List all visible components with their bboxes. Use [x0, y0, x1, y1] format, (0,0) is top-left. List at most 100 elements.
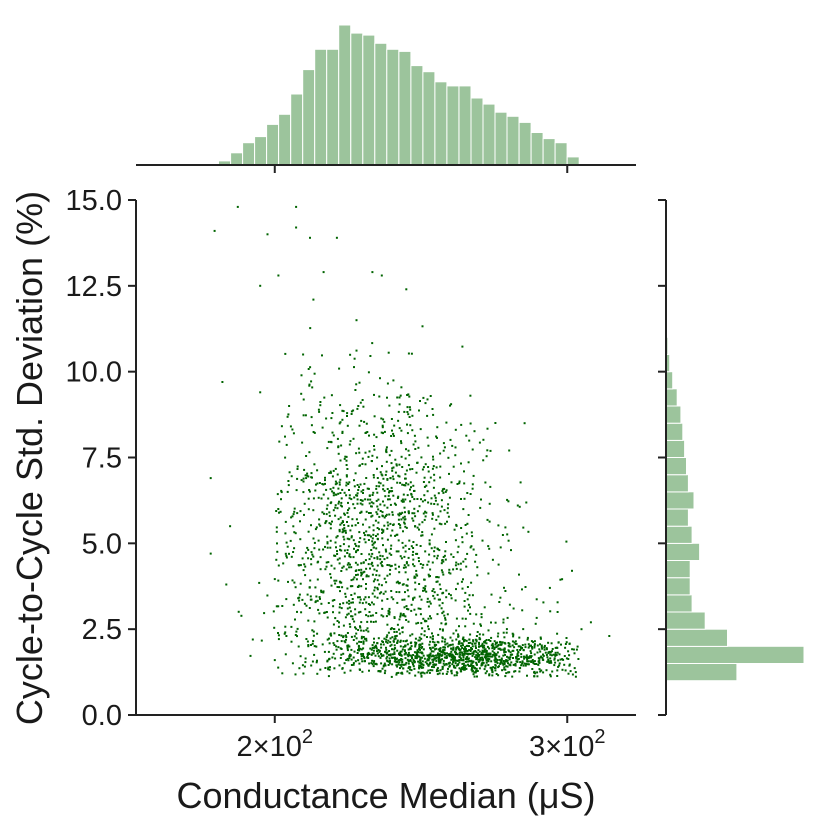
- scatter-point: [478, 650, 481, 653]
- scatter-point: [371, 552, 374, 555]
- scatter-point: [524, 664, 527, 667]
- scatter-point: [349, 610, 352, 613]
- x-ticks: 2×102 3×102: [237, 715, 605, 763]
- scatter-point: [476, 574, 479, 577]
- scatter-point: [394, 647, 397, 650]
- scatter-point: [390, 675, 393, 678]
- scatter-point: [388, 498, 391, 501]
- scatter-point: [410, 641, 413, 644]
- scatter-point: [395, 664, 398, 667]
- scatter-point: [341, 566, 344, 569]
- scatter-point: [383, 489, 386, 492]
- scatter-point: [455, 664, 458, 667]
- scatter-point: [406, 578, 409, 581]
- scatter-point: [331, 475, 334, 478]
- scatter-point: [565, 657, 568, 660]
- scatter-point: [328, 472, 331, 474]
- scatter-point: [543, 646, 546, 649]
- scatter-point: [382, 592, 385, 595]
- scatter-point: [352, 663, 355, 666]
- scatter-point: [443, 664, 446, 667]
- scatter-point: [323, 512, 325, 515]
- scatter-point: [424, 510, 427, 513]
- scatter-point: [421, 652, 424, 655]
- scatter-point: [518, 636, 521, 639]
- scatter-point: [423, 589, 426, 592]
- scatter-point: [530, 655, 533, 658]
- scatter-point: [378, 528, 381, 531]
- scatter-point: [487, 545, 490, 548]
- scatter-point: [512, 633, 515, 636]
- scatter-point: [309, 327, 312, 330]
- scatter-point: [277, 638, 280, 641]
- right-hist-bar: [665, 457, 687, 476]
- scatter-point: [302, 569, 305, 572]
- scatter-point: [303, 502, 306, 505]
- scatter-point: [404, 525, 407, 528]
- top-marginal-histogram: [218, 24, 580, 166]
- scatter-point: [413, 565, 416, 568]
- scatter-point: [427, 444, 430, 447]
- scatter-point: [364, 498, 367, 501]
- scatter-point: [422, 664, 425, 667]
- scatter-point: [380, 614, 383, 617]
- scatter-point: [330, 394, 333, 397]
- scatter-point: [433, 494, 436, 497]
- scatter-point: [308, 384, 311, 387]
- scatter-point: [556, 601, 559, 604]
- scatter-point: [472, 640, 475, 643]
- scatter-point: [389, 565, 392, 568]
- scatter-point: [221, 381, 224, 383]
- scatter-point: [472, 474, 475, 477]
- scatter-point: [414, 645, 417, 648]
- scatter-point: [397, 523, 400, 525]
- scatter-point: [441, 658, 444, 661]
- scatter-point: [515, 642, 518, 645]
- scatter-point: [429, 646, 431, 649]
- scatter-point: [442, 560, 445, 563]
- scatter-point: [290, 475, 293, 478]
- scatter-point: [577, 658, 580, 660]
- scatter-point: [493, 646, 496, 649]
- scatter-point: [304, 474, 307, 477]
- scatter-point: [469, 394, 472, 397]
- scatter-point: [354, 524, 357, 527]
- scatter-point: [398, 571, 401, 574]
- scatter-point: [345, 601, 348, 604]
- scatter-point: [354, 472, 357, 475]
- scatter-point: [471, 669, 474, 672]
- scatter-point: [339, 590, 341, 593]
- scatter-point: [327, 666, 330, 669]
- scatter-point: [350, 579, 353, 582]
- scatter-point: [470, 531, 473, 534]
- scatter-point: [420, 598, 423, 601]
- scatter-point: [287, 484, 290, 487]
- scatter-point: [526, 638, 529, 641]
- scatter-point: [344, 531, 347, 534]
- scatter-point: [388, 454, 391, 457]
- scatter-point: [404, 657, 407, 660]
- scatter-point: [372, 476, 375, 479]
- scatter-point: [485, 455, 488, 458]
- scatter-point: [516, 660, 519, 663]
- scatter-point: [460, 657, 462, 660]
- scatter-point: [556, 632, 559, 635]
- scatter-point: [455, 638, 458, 641]
- scatter-point: [505, 672, 508, 675]
- scatter-point: [494, 664, 497, 667]
- scatter-point: [367, 657, 370, 659]
- scatter-point: [376, 596, 379, 599]
- scatter-point: [355, 632, 358, 635]
- scatter-point: [399, 639, 402, 642]
- scatter-point: [406, 643, 409, 646]
- scatter-point: [462, 668, 465, 671]
- scatter-point: [482, 633, 485, 636]
- scatter-point: [457, 647, 460, 650]
- scatter-point: [474, 560, 477, 563]
- scatter-point: [460, 498, 462, 500]
- scatter-point: [370, 549, 373, 551]
- scatter-point: [485, 661, 488, 664]
- scatter-point: [299, 655, 302, 658]
- right-hist-bar: [665, 560, 691, 579]
- scatter-point: [443, 509, 446, 512]
